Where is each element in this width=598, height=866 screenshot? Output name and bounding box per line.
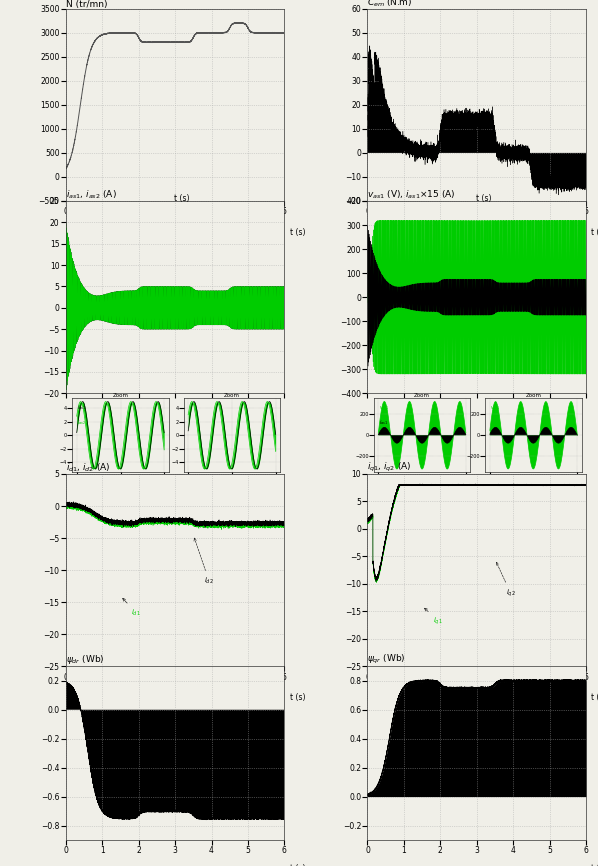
X-axis label: t (s): t (s): [290, 864, 305, 866]
Text: N (tr/mn): N (tr/mn): [66, 0, 107, 9]
X-axis label: t (s): t (s): [290, 693, 305, 702]
Text: $i_{as1}$, $i_{as2}$ (A): $i_{as1}$, $i_{as2}$ (A): [66, 189, 117, 201]
X-axis label: t (s): t (s): [591, 228, 598, 237]
Text: $i_{q1}$: $i_{q1}$: [425, 608, 443, 626]
Text: $\psi_{dr}$ (Wb): $\psi_{dr}$ (Wb): [66, 653, 104, 666]
Text: t (s): t (s): [174, 194, 190, 203]
Text: $i_{d1}$: $i_{d1}$: [123, 598, 141, 618]
Text: $v_{as1}$ (V), $i_{as1}$$\times$15 (A): $v_{as1}$ (V), $i_{as1}$$\times$15 (A): [367, 189, 456, 201]
Text: $\psi_{qr}$ (Wb): $\psi_{qr}$ (Wb): [367, 653, 406, 666]
X-axis label: t (s): t (s): [290, 228, 305, 237]
Text: $C_{em}$ (N.m): $C_{em}$ (N.m): [367, 0, 413, 9]
X-axis label: t (s): t (s): [591, 693, 598, 702]
Text: $i_{d2}$: $i_{d2}$: [194, 538, 214, 586]
Text: $i_{d1}$, $i_{d2}$ (A): $i_{d1}$, $i_{d2}$ (A): [66, 462, 110, 474]
Text: $i_{q1}$, $i_{q2}$ (A): $i_{q1}$, $i_{q2}$ (A): [367, 461, 412, 474]
Text: t (s): t (s): [475, 194, 491, 203]
X-axis label: t (s): t (s): [591, 864, 598, 866]
Text: $i_{q2}$: $i_{q2}$: [496, 562, 515, 599]
